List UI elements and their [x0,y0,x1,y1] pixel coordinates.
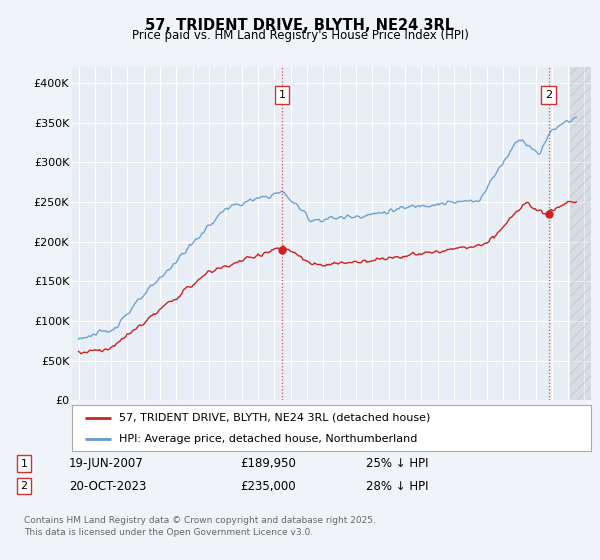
Text: 19-JUN-2007: 19-JUN-2007 [69,457,144,470]
Bar [570,67,591,400]
Text: Contains HM Land Registry data © Crown copyright and database right 2025.
This d: Contains HM Land Registry data © Crown c… [24,516,376,537]
Text: 25% ↓ HPI: 25% ↓ HPI [366,457,428,470]
Text: 1: 1 [278,90,286,100]
Text: £189,950: £189,950 [240,457,296,470]
Text: 28% ↓ HPI: 28% ↓ HPI [366,479,428,493]
Text: HPI: Average price, detached house, Northumberland: HPI: Average price, detached house, Nort… [119,435,417,444]
Text: 57, TRIDENT DRIVE, BLYTH, NE24 3RL (detached house): 57, TRIDENT DRIVE, BLYTH, NE24 3RL (deta… [119,413,430,423]
Text: 57, TRIDENT DRIVE, BLYTH, NE24 3RL: 57, TRIDENT DRIVE, BLYTH, NE24 3RL [145,18,455,33]
Text: £235,000: £235,000 [240,479,296,493]
Text: Price paid vs. HM Land Registry's House Price Index (HPI): Price paid vs. HM Land Registry's House … [131,29,469,42]
Text: 20-OCT-2023: 20-OCT-2023 [69,479,146,493]
Text: 1: 1 [20,459,28,469]
Text: 2: 2 [545,90,552,100]
Text: 2: 2 [20,481,28,491]
